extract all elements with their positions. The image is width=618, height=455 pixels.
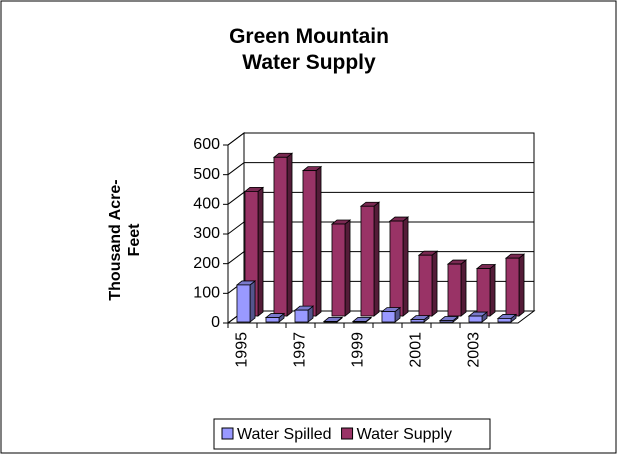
bar-side (257, 186, 264, 317)
bar-side (489, 263, 496, 317)
bar (265, 317, 280, 323)
legend-label: Water Supply (357, 426, 452, 443)
y-tick-label: 200 (193, 255, 220, 272)
y-tick-label: 600 (193, 136, 220, 153)
bar (294, 309, 309, 323)
legend-swatch (341, 427, 354, 440)
bar (360, 205, 375, 317)
grid-line (227, 191, 245, 205)
y-tick-label: 100 (193, 285, 220, 302)
bar (418, 254, 433, 317)
chart-title: Green Mountain Water Supply (229, 25, 389, 74)
bar-side (315, 165, 322, 317)
bar (447, 263, 462, 317)
bar-side (249, 280, 256, 323)
bar (497, 318, 512, 323)
x-tick-label: 1995 (234, 332, 251, 368)
legend: Water Spilled Water Supply (213, 418, 491, 450)
bar (389, 220, 404, 317)
grid-line (227, 221, 245, 235)
y-tick-label: 0 (211, 314, 220, 331)
grid-line (227, 132, 245, 146)
y-tick-label: 400 (193, 196, 220, 213)
bar-side (344, 219, 351, 317)
bar (236, 284, 251, 323)
bar-side (460, 259, 467, 317)
bar (410, 319, 425, 323)
bar-side (431, 250, 438, 317)
x-tick-label: 1997 (292, 332, 309, 368)
bar-side (518, 253, 525, 317)
bar (323, 321, 338, 323)
y-tick-label: 300 (193, 225, 220, 242)
bar (352, 321, 367, 323)
bar (381, 311, 396, 323)
bar (476, 268, 491, 317)
bar-side (286, 152, 293, 317)
y-axis-label: Thousand Acre-Feet (107, 179, 143, 301)
bar (273, 156, 288, 317)
bar (302, 170, 317, 317)
x-tick-label: 1999 (350, 332, 367, 368)
legend-swatch (221, 427, 234, 440)
bar (505, 257, 520, 317)
x-tick-label: 2003 (466, 332, 483, 368)
y-tick-label: 500 (193, 166, 220, 183)
x-tick-label: 2001 (408, 332, 425, 368)
bar (439, 320, 454, 323)
bar (331, 223, 346, 317)
grid-line (227, 162, 245, 176)
bar-side (373, 201, 380, 317)
grid-line (227, 251, 245, 265)
legend-label: Water Spilled (237, 426, 332, 443)
bar-side (402, 216, 409, 317)
bar (468, 315, 483, 323)
